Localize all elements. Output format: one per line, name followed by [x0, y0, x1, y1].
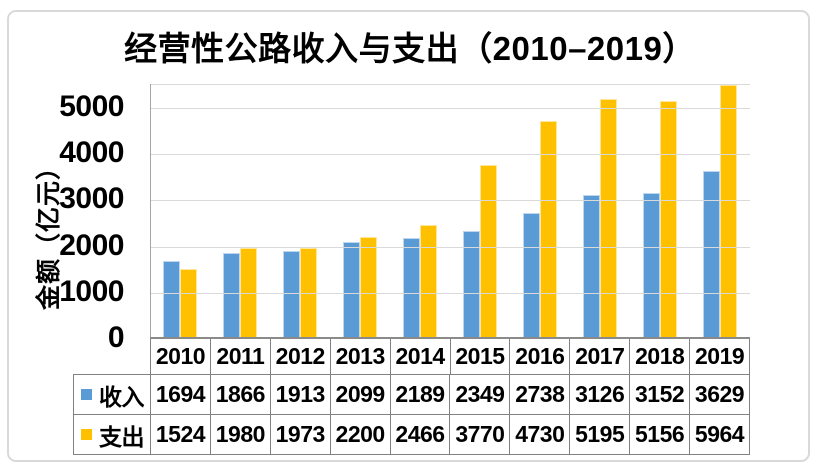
value-cell-income-2013: 2099 [329, 374, 391, 415]
y-tick-label: 5000 [59, 90, 124, 124]
value-cell-income-2011: 1866 [209, 374, 271, 415]
bar-income-2012 [283, 251, 300, 339]
data-table: 收入 1694 1866 1913 2099 2189 2349 2738 3126 3152 36… [73, 374, 750, 455]
y-tick-label: 1000 [59, 274, 124, 308]
bar-series-area [150, 85, 750, 339]
bar-group-2014 [390, 85, 450, 339]
value-cell-income-2019: 3629 [689, 374, 750, 415]
value-cell-income-2018: 3152 [629, 374, 691, 415]
gridline [150, 246, 750, 248]
year-cell-2017: 2017 [570, 339, 631, 374]
value-cell-expense-2013: 2200 [329, 414, 391, 455]
bar-expense-2013 [360, 237, 377, 339]
y-tick-label: 4000 [59, 136, 124, 170]
value-cell-income-2014: 2189 [389, 374, 451, 415]
series-label-income: 收入 [99, 383, 145, 410]
value-cell-expense-2012: 1973 [269, 414, 331, 455]
bar-group-2019 [690, 85, 750, 339]
bar-expense-2016 [540, 121, 557, 339]
bar-expense-2019 [720, 85, 737, 339]
y-axis-line [150, 84, 151, 338]
year-cell-2012: 2012 [271, 339, 331, 374]
bar-group-2018 [630, 85, 690, 339]
plot-area [150, 84, 750, 339]
bar-expense-2014 [420, 225, 437, 339]
bar-group-2017 [570, 85, 630, 339]
year-cell-2018: 2018 [630, 339, 691, 374]
x-axis-category-labels: 2010 2011 2012 2013 2014 2015 2016 2017 2018 2019 [150, 337, 751, 374]
legend-cell-income: 收入 [73, 374, 151, 415]
value-cell-expense-2011: 1980 [209, 414, 271, 455]
gridline [150, 200, 750, 202]
y-tick-label: 3000 [59, 182, 124, 216]
value-cell-income-2016: 2738 [509, 374, 571, 415]
year-cell-2014: 2014 [391, 339, 451, 374]
bar-group-2012 [270, 85, 330, 339]
value-cell-expense-2014: 2466 [389, 414, 451, 455]
y-tick-label: 0 [107, 321, 125, 354]
chart-title: 经营性公路收入与支出（2010–2019） [124, 30, 696, 67]
bar-income-2018 [643, 193, 660, 339]
value-cell-income-2017: 3126 [569, 374, 631, 415]
bar-income-2015 [463, 231, 480, 339]
bar-group-2013 [330, 85, 390, 339]
bar-income-2016 [523, 213, 540, 339]
value-cell-expense-2019: 5964 [689, 414, 750, 455]
value-cell-income-2012: 1913 [269, 374, 331, 415]
bar-expense-2017 [600, 99, 617, 339]
year-cell-2010: 2010 [150, 339, 211, 374]
value-cell-expense-2010: 1524 [150, 414, 211, 455]
value-cell-expense-2018: 5156 [629, 414, 691, 455]
series-label-expense: 支出 [99, 423, 145, 450]
bar-expense-2018 [660, 101, 677, 339]
value-cell-income-2015: 2349 [449, 374, 511, 415]
gridline [150, 292, 750, 294]
bar-income-2019 [703, 171, 720, 339]
bar-group-2015 [450, 85, 510, 339]
table-row-expense: 支出 1524 1980 1973 2200 2466 3770 4730 5195 5156 59… [73, 414, 750, 455]
bar-group-2016 [510, 85, 570, 339]
value-cell-expense-2017: 5195 [569, 414, 631, 455]
legend-swatch-income [81, 389, 92, 400]
gridline [150, 154, 750, 156]
value-cell-expense-2015: 3770 [449, 414, 511, 455]
bar-income-2014 [403, 238, 420, 339]
bar-group-2010 [150, 85, 210, 339]
year-cell-2019: 2019 [690, 339, 751, 374]
bar-expense-2010 [180, 269, 197, 339]
bar-income-2013 [343, 242, 360, 339]
bar-income-2011 [223, 253, 240, 339]
legend-swatch-expense [81, 429, 92, 440]
year-cell-2013: 2013 [331, 339, 391, 374]
table-row-income: 收入 1694 1866 1913 2099 2189 2349 2738 3126 3152 36… [73, 374, 750, 415]
bar-income-2017 [583, 195, 600, 339]
value-cell-expense-2016: 4730 [509, 414, 571, 455]
year-cell-2016: 2016 [510, 339, 571, 374]
year-cell-2011: 2011 [211, 339, 271, 374]
bar-group-2011 [210, 85, 270, 339]
y-tick-label: 2000 [59, 228, 124, 262]
legend-cell-expense: 支出 [73, 414, 151, 455]
value-cell-income-2010: 1694 [150, 374, 211, 415]
gridline [150, 108, 750, 110]
year-cell-2015: 2015 [451, 339, 511, 374]
bar-income-2010 [163, 261, 180, 339]
bar-expense-2015 [480, 165, 497, 339]
